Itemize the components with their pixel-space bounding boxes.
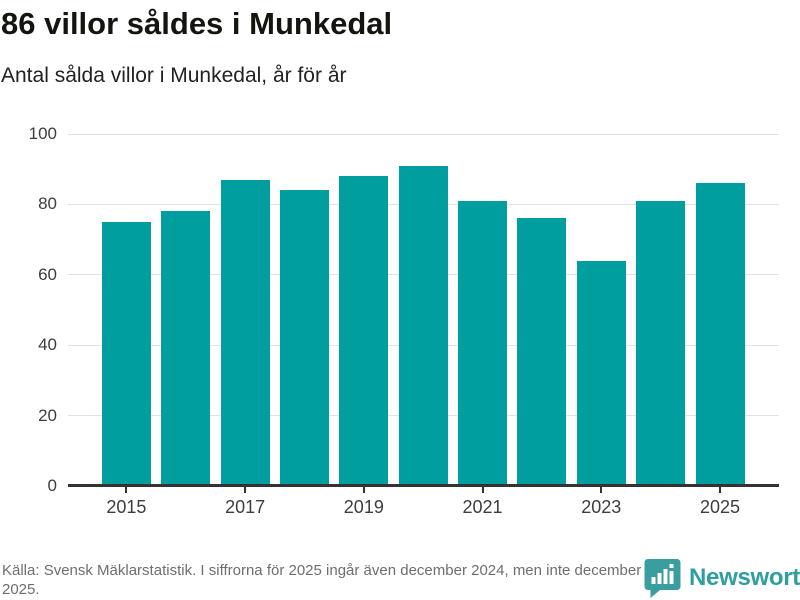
x-axis-tick-label: 2021 [462, 497, 503, 517]
gridline [68, 133, 779, 135]
chart-title: 86 villor såldes i Munkedal [1, 6, 393, 41]
x-axis-tick [481, 487, 484, 493]
bar-2019 [339, 176, 389, 486]
bar-2015 [101, 222, 151, 486]
x-axis-tick [719, 487, 721, 493]
y-axis-tick-label: 80 [38, 194, 57, 214]
bar-2017 [220, 179, 270, 486]
y-axis-labels: 0 20 40 60 80 100 [0, 124, 57, 495]
x-axis-tick-label: 2017 [225, 497, 266, 517]
x-axis-tick [125, 487, 128, 493]
y-axis-tick-label: 20 [38, 405, 57, 425]
y-axis-tick-label: 0 [47, 476, 57, 495]
bar-2018 [279, 190, 329, 486]
source-note: Källa: Svensk Mäklarstatistik. I siffror… [2, 562, 642, 598]
x-axis-baseline [68, 484, 779, 487]
bar-2025 [695, 183, 745, 486]
bar-2022 [517, 218, 567, 486]
plot-area: 2015 2017 2019 2021 2023 2025 [68, 133, 779, 517]
newsworthy-speech-bubble-bar-chart-icon [644, 559, 681, 598]
x-axis-tick [600, 487, 603, 493]
x-axis-tick [362, 487, 365, 493]
bar-2023 [576, 260, 626, 486]
bar-2021 [458, 200, 508, 486]
newsworthy-wordmark: Newsworthy [689, 564, 800, 591]
y-axis-tick-label: 100 [28, 124, 57, 143]
y-axis-tick-label: 40 [38, 335, 57, 355]
x-axis-tick-label: 2019 [343, 497, 384, 517]
newsworthy-logo: Newsworthy [644, 558, 800, 598]
x-axis-tick-label: 2023 [581, 497, 622, 517]
x-axis-tick-label: 2025 [699, 497, 741, 517]
x-axis-tick [244, 487, 247, 493]
bar-2016 [161, 211, 211, 486]
bar-2024 [636, 200, 686, 486]
bar-2020 [398, 165, 448, 486]
x-axis-tick-label: 2015 [106, 497, 147, 517]
chart-subtitle: Antal sålda villor i Munkedal, år för år [1, 64, 347, 87]
y-axis-tick-label: 60 [38, 264, 57, 284]
